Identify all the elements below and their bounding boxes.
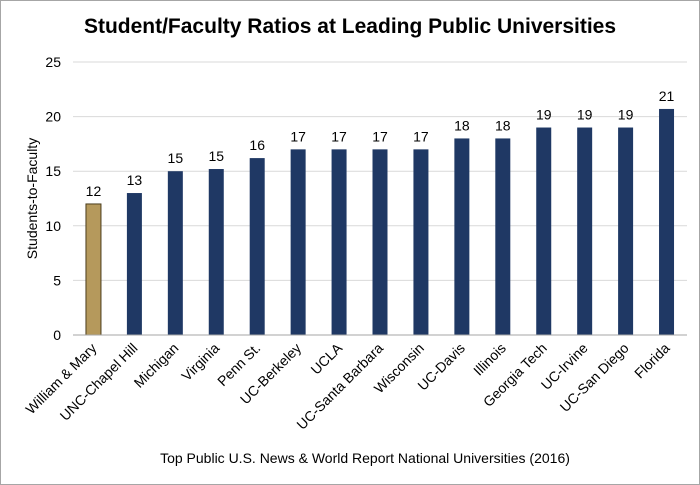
bar <box>536 127 552 336</box>
bar <box>249 158 265 335</box>
bar <box>577 127 593 336</box>
y-tick-label: 10 <box>45 218 61 234</box>
bar <box>167 171 183 335</box>
x-tick-label: Illinois <box>470 340 509 379</box>
x-tick-label: UNC-Chapel Hill <box>57 340 141 424</box>
bar <box>413 149 429 335</box>
y-tick-label: 25 <box>45 54 61 70</box>
data-label: 18 <box>454 117 470 133</box>
data-label: 19 <box>618 107 634 123</box>
bar <box>290 149 306 335</box>
x-tick-label: William & Mary <box>22 340 99 417</box>
data-label: 19 <box>536 107 552 123</box>
y-axis-ticks: 0 5 10 15 20 25 <box>45 54 61 343</box>
bar <box>372 149 388 335</box>
bars <box>85 108 675 336</box>
y-tick-label: 0 <box>53 327 61 343</box>
x-tick-label: Michigan <box>131 340 182 391</box>
bar <box>85 203 102 336</box>
data-label: 21 <box>659 88 675 104</box>
bar <box>454 138 470 335</box>
data-label: 16 <box>249 137 265 153</box>
x-axis-title: Top Public U.S. News & World Report Nati… <box>160 450 570 466</box>
y-axis-title: Students-to-Faculty <box>24 138 40 259</box>
y-tick-label: 5 <box>53 272 61 288</box>
bar <box>659 108 675 336</box>
data-label: 18 <box>495 117 511 133</box>
data-label: 17 <box>372 128 388 144</box>
bar <box>331 149 347 335</box>
data-labels: 12 13 15 15 16 17 17 17 17 18 18 19 19 19 21 <box>86 88 675 199</box>
y-tick-label: 20 <box>45 109 61 125</box>
x-tick-label: UCLA <box>307 339 345 377</box>
data-label: 17 <box>290 128 306 144</box>
bar <box>208 169 224 335</box>
bar <box>618 127 634 336</box>
data-label: 19 <box>577 107 593 123</box>
y-tick-label: 15 <box>45 163 61 179</box>
data-label: 17 <box>331 128 347 144</box>
data-label: 15 <box>168 150 184 166</box>
bar <box>126 193 142 335</box>
bar <box>495 138 511 335</box>
chart-title: Student/Faculty Ratios at Leading Public… <box>83 15 617 38</box>
data-label: 12 <box>86 183 102 199</box>
data-label: 13 <box>127 172 143 188</box>
x-tick-label: Florida <box>631 340 673 382</box>
data-label: 17 <box>413 128 429 144</box>
data-label: 15 <box>208 148 224 164</box>
